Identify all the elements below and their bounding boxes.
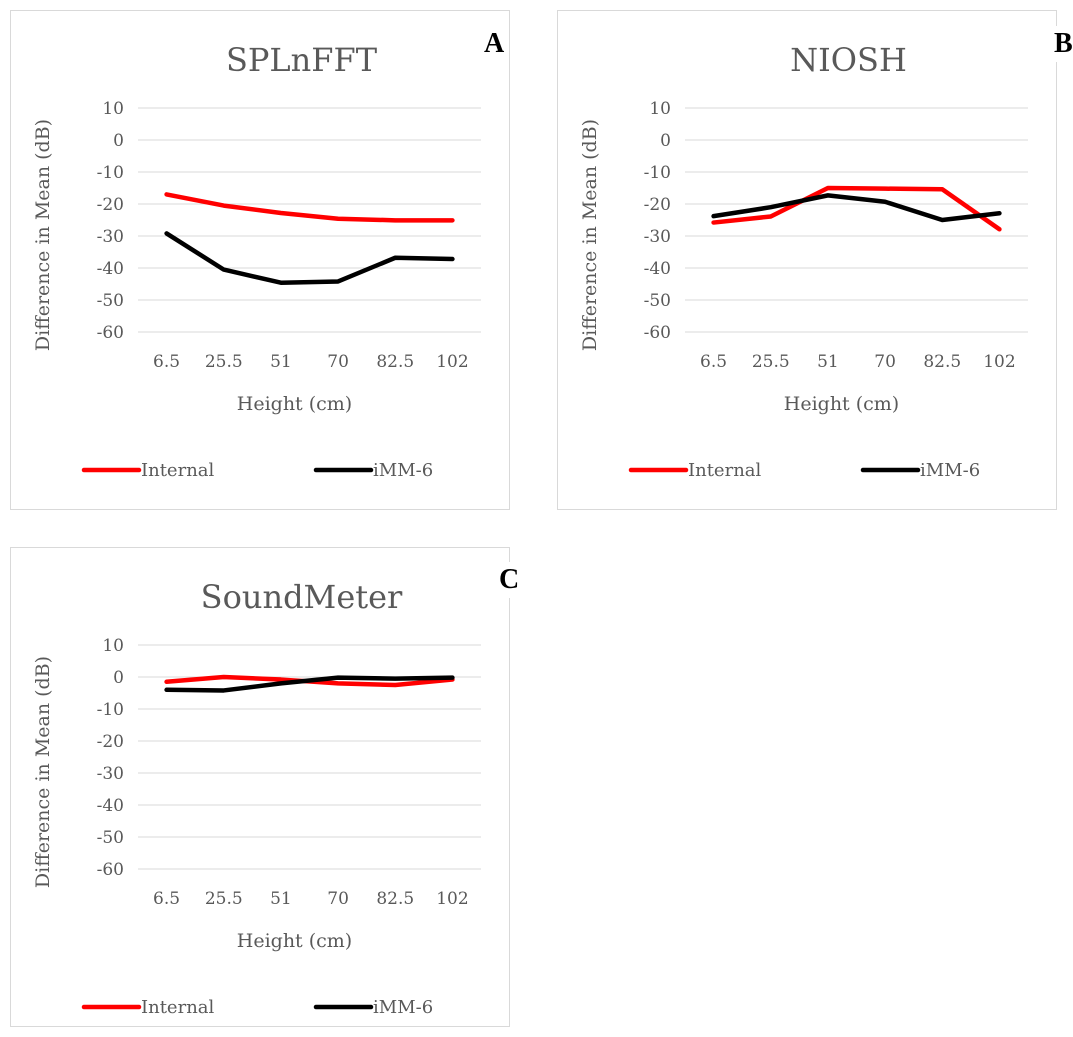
chart2-y-tick-label: -30 (97, 764, 124, 784)
chart1-series-line-internal (711, 185, 1002, 232)
chart2-y-tick-label: 0 (113, 668, 124, 688)
chart0-y-tick-label: 0 (113, 131, 124, 151)
chart0-series-line-internal (164, 192, 455, 223)
chart-panel-b: NIOSH 10 0 -10 -20 -30 -40 -50 -60 Difference in … (557, 10, 1057, 510)
chart0-series-line-imm6 (164, 231, 455, 285)
chart1-x-tick-label: 6.5 (700, 352, 727, 372)
chart0-legend-label: iMM-6 (373, 460, 433, 481)
chart-panel-c: SoundMeter 10 0 -10 -20 -30 -40 -50 -60 Differenc… (10, 547, 510, 1027)
chart1-y-axis-title: Difference in Mean (dB) (579, 119, 601, 351)
chart0-y-tick-label: -20 (97, 195, 124, 215)
chart2-y-tick-label: -20 (97, 732, 124, 752)
chart1-y-tick-label: -30 (644, 227, 671, 247)
chart0-x-tick-label: 51 (270, 352, 292, 372)
chart1-series-line-imm6 (711, 193, 1002, 223)
chart2-x-tick-label: 70 (327, 889, 349, 909)
chart0-x-tick-label: 102 (436, 352, 468, 372)
chart2-y-tick-label: -60 (97, 860, 124, 880)
chart2-x-tick-label: 25.5 (205, 889, 243, 909)
chart0-x-tick-label: 6.5 (153, 352, 180, 372)
chart-svg-a: SPLnFFT 10 0 -10 -20 -30 -40 -50 -60 Difference i… (32, 41, 481, 481)
chart2-legend-label: Internal (141, 997, 215, 1018)
chart2-x-tick-label: 102 (436, 889, 468, 909)
chart0-y-tick-label: -50 (97, 291, 124, 311)
chart-svg-b: NIOSH 10 0 -10 -20 -30 -40 -50 -60 Difference in … (579, 41, 1028, 481)
chart0-y-tick-label: -60 (97, 323, 124, 343)
chart2-y-tick-label: -10 (97, 700, 124, 720)
chart2-y-axis-title: Difference in Mean (dB) (32, 656, 54, 888)
chart1-legend-label: iMM-6 (920, 460, 980, 481)
panel-label-b: B (1050, 26, 1073, 63)
chart0-x-tick-label: 70 (327, 352, 349, 372)
chart0-x-tick-label: 25.5 (205, 352, 243, 372)
chart0-y-tick-label: -10 (97, 163, 124, 183)
chart-panel-a: SPLnFFT 10 0 -10 -20 -30 -40 -50 -60 Difference i… (10, 10, 510, 510)
chart2-y-tick-label: -40 (97, 796, 124, 816)
chart0-y-axis-title: Difference in Mean (dB) (32, 119, 54, 351)
chart1-y-tick-label: -60 (644, 323, 671, 343)
chart-svg-c: SoundMeter 10 0 -10 -20 -30 -40 -50 -60 Differenc… (32, 578, 481, 1018)
panel-label-c: C (495, 562, 524, 599)
chart1-x-tick-label: 25.5 (752, 352, 790, 372)
chart2-legend-label: iMM-6 (373, 997, 433, 1018)
chart2-x-axis-title: Height (cm) (237, 930, 352, 952)
chart2-series-line-imm6 (164, 675, 455, 693)
chart0-title: SPLnFFT (226, 41, 378, 79)
chart0-x-tick-label: 82.5 (376, 352, 414, 372)
chart2-title: SoundMeter (201, 578, 403, 616)
panel-label-a: A (480, 26, 509, 63)
chart1-x-tick-label: 51 (817, 352, 839, 372)
chart1-x-tick-label: 70 (874, 352, 896, 372)
chart0-y-tick-label: 10 (102, 99, 124, 119)
chart1-y-tick-label: 0 (660, 131, 671, 151)
chart0-x-axis-title: Height (cm) (237, 393, 352, 415)
chart1-x-axis-title: Height (cm) (784, 393, 899, 415)
chart0-y-tick-label: -30 (97, 227, 124, 247)
chart0-y-tick-label: -40 (97, 259, 124, 279)
chart0-legend-label: Internal (141, 460, 215, 481)
chart1-title: NIOSH (790, 41, 907, 79)
chart1-y-tick-label: -20 (644, 195, 671, 215)
chart2-y-tick-label: 10 (102, 636, 124, 656)
chart1-y-tick-label: -50 (644, 291, 671, 311)
chart1-y-tick-label: 10 (649, 99, 671, 119)
chart1-y-tick-label: -10 (644, 163, 671, 183)
chart1-y-tick-label: -40 (644, 259, 671, 279)
chart1-x-tick-label: 82.5 (923, 352, 961, 372)
chart2-x-tick-label: 82.5 (376, 889, 414, 909)
chart2-y-tick-label: -50 (97, 828, 124, 848)
chart1-x-tick-label: 102 (983, 352, 1015, 372)
chart2-x-tick-label: 6.5 (153, 889, 180, 909)
chart2-x-tick-label: 51 (270, 889, 292, 909)
chart1-legend-label: Internal (688, 460, 762, 481)
